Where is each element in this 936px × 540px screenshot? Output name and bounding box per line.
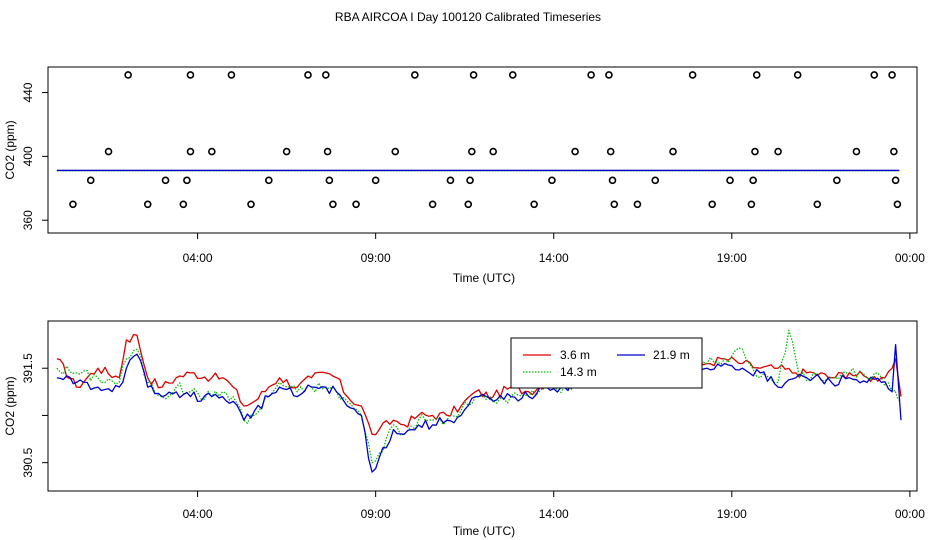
- top-scatter-point: [852, 147, 861, 156]
- top-x-tick-label: 19:00: [717, 251, 747, 265]
- top-plot-frame: [47, 66, 918, 234]
- top-scatter-point: [587, 71, 595, 79]
- top-y-tick-label: 400: [21, 146, 35, 166]
- top-scatter-point: [391, 147, 400, 156]
- top-scatter-point: [530, 200, 538, 209]
- top-scatter-point: [749, 176, 757, 185]
- top-scatter-point: [888, 71, 896, 79]
- top-scatter-point: [726, 176, 734, 185]
- top-scatter-point: [446, 176, 455, 185]
- top-scatter-point: [183, 176, 191, 185]
- top-scatter-point: [428, 200, 437, 209]
- top-scatter-point: [325, 176, 334, 185]
- bottom-y-axis: 390.5 391.5: [21, 353, 49, 478]
- bottom-x-tick-label: 00:00: [895, 507, 925, 521]
- top-x-tick-label: 09:00: [361, 251, 391, 265]
- top-scatter-point: [247, 200, 255, 209]
- bottom-line-3-6-m: [56, 333, 902, 436]
- top-scatter-point: [774, 147, 782, 156]
- top-scatter-point: [605, 71, 613, 79]
- top-scatter-point: [752, 71, 761, 79]
- top-scatter-point: [186, 147, 195, 156]
- top-scatter-points: [69, 71, 902, 209]
- bottom-y-axis-label: CO2 (ppm): [3, 376, 17, 435]
- top-scatter-point: [870, 71, 879, 79]
- top-scatter-point: [468, 147, 476, 156]
- top-scatter-point: [688, 71, 697, 79]
- top-scatter-point: [610, 200, 619, 209]
- legend-label-3-6m: 3.6 m: [560, 348, 590, 362]
- top-y-axis: 360 400 440: [21, 82, 49, 230]
- top-y-axis-label: CO2 (ppm): [3, 120, 17, 179]
- top-scatter-point: [508, 71, 517, 79]
- bottom-y-tick-label: 391.5: [21, 353, 35, 383]
- top-scatter-point: [464, 200, 473, 209]
- top-scatter-point: [813, 200, 822, 209]
- top-scatter-point: [751, 147, 759, 156]
- bottom-x-axis-label: Time (UTC): [453, 524, 515, 538]
- bottom-line-14-3-m: [56, 329, 902, 464]
- top-scatter-point: [282, 147, 291, 156]
- top-scatter-point: [548, 176, 556, 185]
- bottom-line-21-9-m: [56, 343, 902, 473]
- top-panel: 04:00 09:00 14:00 19:00 00:00 360 400 440 Time…: [3, 66, 925, 285]
- top-scatter-point: [227, 71, 236, 79]
- top-scatter-point: [608, 176, 617, 185]
- top-scatter-point: [669, 147, 677, 156]
- top-scatter-point: [890, 147, 898, 156]
- legend-label-14-3m: 14.3 m: [560, 365, 597, 379]
- legend: 3.6 m 21.9 m 14.3 m: [510, 337, 703, 389]
- top-scatter-point: [329, 200, 337, 209]
- top-scatter-point: [124, 71, 132, 79]
- top-scatter-point: [747, 200, 756, 209]
- bottom-x-tick-label: 19:00: [717, 507, 747, 521]
- top-y-tick-label: 360: [21, 210, 35, 230]
- top-scatter-point: [104, 147, 113, 156]
- top-scatter-point: [606, 147, 615, 156]
- top-y-tick-label: 440: [21, 82, 35, 102]
- bottom-series-lines: [56, 329, 902, 473]
- top-scatter-point: [708, 200, 717, 209]
- top-scatter-point: [891, 176, 900, 185]
- top-scatter-point: [69, 200, 77, 209]
- top-scatter-point: [208, 147, 216, 156]
- top-scatter-point: [265, 176, 273, 185]
- top-x-axis-label: Time (UTC): [453, 271, 515, 285]
- top-scatter-point: [633, 200, 642, 209]
- top-x-tick-label: 00:00: [895, 251, 925, 265]
- top-scatter-point: [793, 71, 802, 79]
- top-scatter-point: [371, 176, 380, 185]
- top-scatter-point: [466, 176, 474, 185]
- top-scatter-point: [469, 71, 478, 79]
- bottom-x-axis: 04:00 09:00 14:00 19:00 00:00: [183, 490, 925, 521]
- bottom-x-tick-label: 09:00: [361, 507, 391, 521]
- top-x-axis: 04:00 09:00 14:00 19:00 00:00: [183, 232, 925, 265]
- top-scatter-point: [321, 71, 330, 79]
- top-scatter-point: [571, 147, 579, 156]
- top-scatter-point: [833, 176, 841, 185]
- bottom-plot-frame: [47, 320, 918, 492]
- legend-box: [510, 337, 703, 389]
- top-x-tick-label: 04:00: [183, 251, 213, 265]
- bottom-x-tick-label: 14:00: [539, 507, 569, 521]
- top-scatter-point: [86, 176, 95, 185]
- top-scatter-point: [411, 71, 419, 79]
- legend-label-21-9m: 21.9 m: [653, 348, 690, 362]
- top-scatter-point: [179, 200, 188, 209]
- top-scatter-point: [186, 71, 195, 79]
- bottom-y-tick-label: 390.5: [21, 447, 35, 477]
- top-scatter-point: [143, 200, 152, 209]
- top-x-tick-label: 14:00: [539, 251, 569, 265]
- bottom-x-tick-label: 04:00: [183, 507, 213, 521]
- top-scatter-point: [161, 176, 170, 185]
- top-scatter-point: [893, 200, 902, 209]
- top-scatter-point: [651, 176, 660, 185]
- top-scatter-point: [489, 147, 497, 156]
- top-scatter-point: [352, 200, 360, 209]
- top-scatter-point: [304, 71, 312, 79]
- top-scatter-point: [323, 147, 332, 156]
- bottom-panel: 04:00 09:00 14:00 19:00 00:00 390.5 391.5 Tim…: [3, 320, 925, 538]
- figure-title: RBA AIRCOA I Day 100120 Calibrated Times…: [335, 10, 601, 24]
